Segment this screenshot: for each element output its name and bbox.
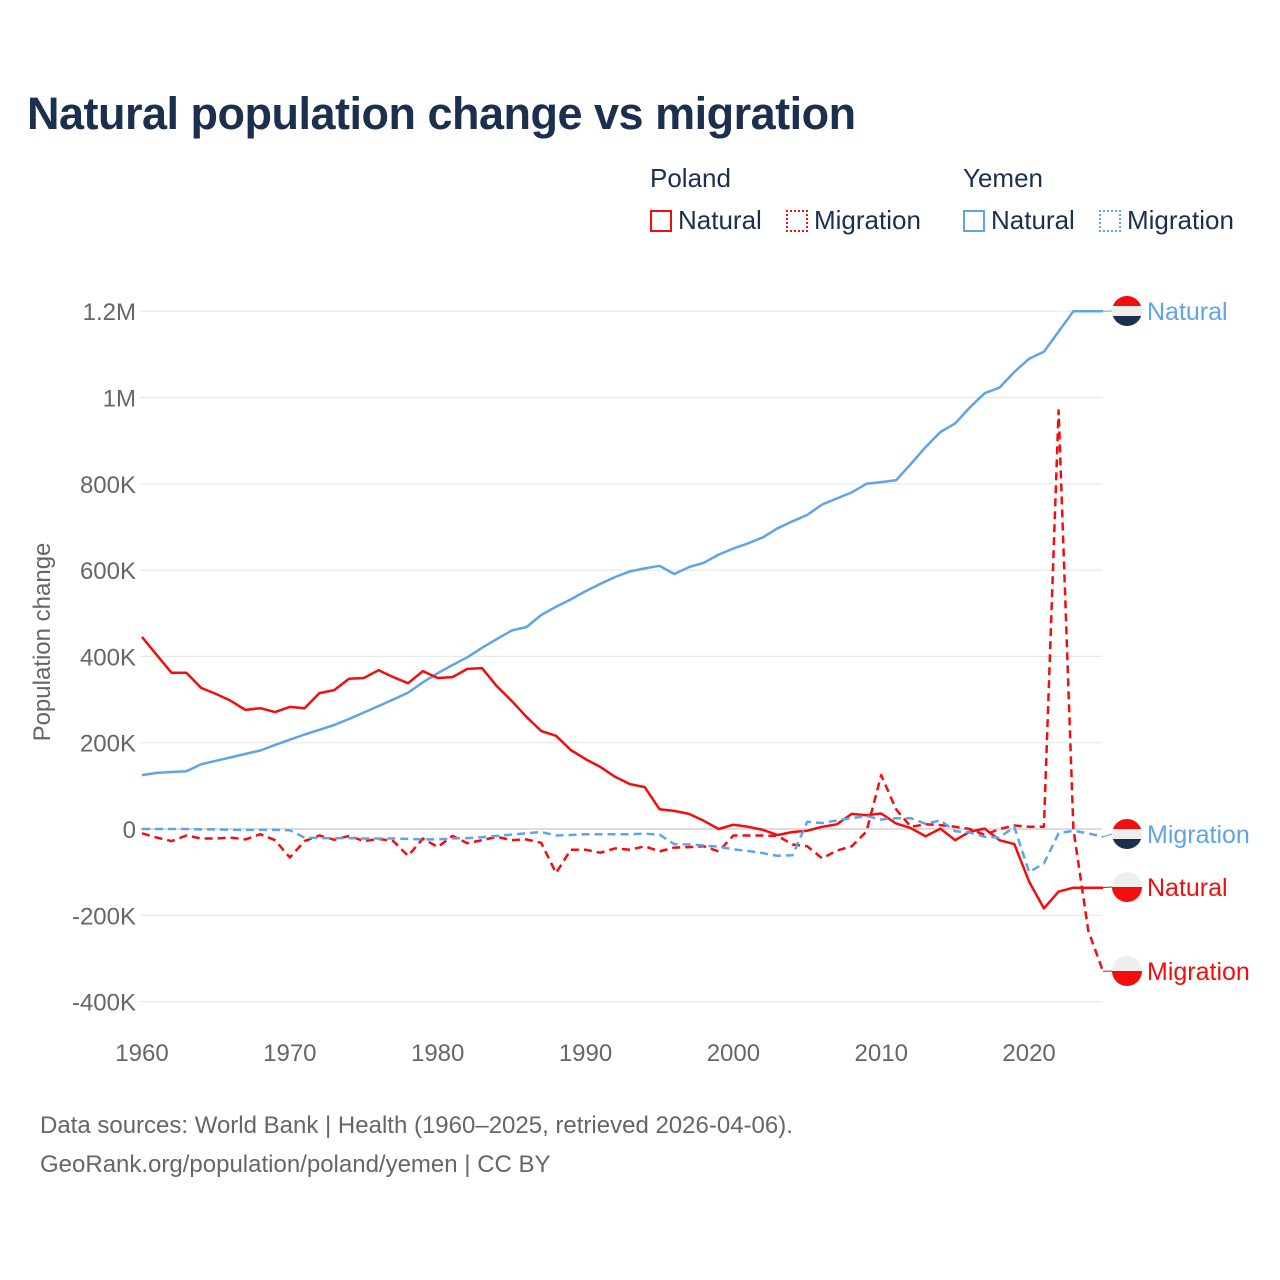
y-axis-label: Population change xyxy=(29,543,56,742)
legend-poland-migration[interactable]: Migration xyxy=(786,205,921,236)
footer-sources: Data sources: World Bank | Health (1960–… xyxy=(40,1112,793,1139)
end-label: Migration xyxy=(1147,958,1250,986)
end-label-connector xyxy=(1102,833,1113,838)
legend-label: Migration xyxy=(814,205,921,235)
series-poland-natural-line xyxy=(141,636,1103,910)
legend-yemen-migration[interactable]: Migration xyxy=(1099,205,1234,236)
legend-label: Migration xyxy=(1127,205,1234,235)
end-label-connector xyxy=(1102,886,1113,889)
dotted-swatch-icon xyxy=(786,209,808,232)
series-yemen-natural-line xyxy=(141,309,1103,777)
series-yemen-migration-line xyxy=(142,814,1104,874)
solid-swatch-icon xyxy=(650,209,672,232)
y-tick-label: 400K xyxy=(80,644,136,671)
legend-label: Natural xyxy=(991,205,1075,235)
legend-group-title: Poland xyxy=(650,163,731,193)
legend-group-title: Yemen xyxy=(963,163,1043,193)
x-tick-label: 2020 xyxy=(1002,1040,1055,1067)
x-tick-label: 1980 xyxy=(411,1040,464,1067)
legend-poland: Poland Natural Migration xyxy=(650,163,921,235)
legend-poland-natural[interactable]: Natural xyxy=(650,205,762,236)
series-poland-migration-line xyxy=(141,409,1105,972)
x-tick-label: 2010 xyxy=(855,1040,908,1067)
yemen-flag-icon xyxy=(1112,819,1142,849)
y-tick-label: 600K xyxy=(80,558,136,585)
solid-swatch-icon xyxy=(963,209,985,232)
poland-flag-icon xyxy=(1112,956,1142,986)
footer: Data sources: World Bank | Health (1960–… xyxy=(40,1106,793,1184)
y-tick-label: 200K xyxy=(80,731,136,758)
y-tick-label: -200K xyxy=(72,903,136,930)
y-tick-label: -400K xyxy=(72,990,136,1017)
poland-flag-icon xyxy=(1112,872,1142,902)
x-tick-label: 1990 xyxy=(559,1040,612,1067)
end-label: Natural xyxy=(1147,298,1228,326)
x-tick-label: 1970 xyxy=(263,1040,316,1067)
y-tick-label: 1.2M xyxy=(83,299,136,326)
legend-label: Natural xyxy=(678,205,762,235)
footer-link[interactable]: GeoRank.org/population/poland/yemen | CC… xyxy=(40,1151,551,1178)
x-tick-label: 2000 xyxy=(707,1040,760,1067)
y-tick-label: 800K xyxy=(80,472,136,499)
legend-yemen-natural[interactable]: Natural xyxy=(963,205,1075,236)
legend-yemen: Yemen Natural Migration xyxy=(963,163,1234,235)
y-tick-label: 0 xyxy=(123,817,136,844)
chart-title: Natural population change vs migration xyxy=(27,88,856,139)
end-label: Migration xyxy=(1147,821,1250,849)
yemen-flag-icon xyxy=(1112,296,1142,326)
x-tick-label: 1960 xyxy=(115,1040,168,1067)
dotted-swatch-icon xyxy=(1099,209,1121,232)
end-label: Natural xyxy=(1147,874,1228,902)
y-tick-label: 1M xyxy=(103,386,136,413)
